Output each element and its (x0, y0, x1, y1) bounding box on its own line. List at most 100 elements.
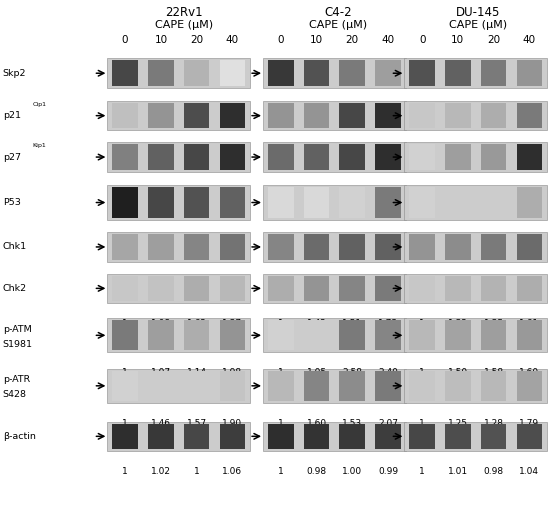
Bar (112, 187, 138, 218)
Bar (112, 234, 138, 260)
Text: Cip1: Cip1 (32, 102, 46, 107)
Text: 0.56: 0.56 (342, 104, 362, 113)
Text: 1: 1 (419, 235, 425, 244)
Bar (304, 103, 329, 128)
Bar (409, 60, 435, 86)
Text: S1981: S1981 (3, 340, 33, 349)
Text: 40: 40 (523, 35, 536, 45)
Text: 1: 1 (278, 467, 284, 476)
Bar (375, 187, 401, 218)
FancyBboxPatch shape (107, 142, 250, 172)
Text: 1: 1 (419, 277, 425, 286)
Bar (445, 424, 471, 449)
Text: 10: 10 (310, 35, 323, 45)
FancyBboxPatch shape (263, 142, 406, 172)
Text: 1.62: 1.62 (519, 235, 540, 244)
Bar (339, 424, 365, 449)
Bar (409, 371, 435, 401)
Bar (184, 103, 210, 128)
Text: 1.73: 1.73 (378, 319, 398, 328)
Bar (481, 276, 507, 301)
Bar (219, 60, 245, 86)
Text: 1: 1 (419, 467, 425, 476)
Text: 1.01: 1.01 (448, 467, 468, 476)
Text: 1: 1 (419, 319, 425, 328)
Bar (148, 60, 174, 86)
Bar (148, 371, 174, 401)
Bar (304, 276, 329, 301)
Bar (445, 60, 471, 86)
Text: Chk1: Chk1 (3, 242, 27, 251)
Bar (339, 371, 365, 401)
Bar (184, 187, 210, 218)
Text: 0.72: 0.72 (151, 104, 171, 113)
Text: 1.09: 1.09 (342, 235, 362, 244)
Text: 20: 20 (346, 35, 359, 45)
Text: 1: 1 (278, 104, 284, 113)
FancyBboxPatch shape (404, 318, 547, 352)
Bar (375, 234, 401, 260)
Bar (339, 60, 365, 86)
Bar (219, 371, 245, 401)
Text: 0: 0 (419, 35, 425, 45)
Text: 40: 40 (226, 35, 239, 45)
Bar (112, 60, 138, 86)
Text: 1.00: 1.00 (342, 467, 362, 476)
Text: 11.26: 11.26 (516, 187, 542, 196)
Text: 1.53: 1.53 (342, 419, 362, 428)
Text: 0.18: 0.18 (222, 104, 243, 113)
Bar (304, 60, 329, 86)
FancyBboxPatch shape (404, 142, 547, 172)
Text: 1.90: 1.90 (222, 419, 243, 428)
Text: 0.99: 0.99 (378, 467, 398, 476)
Bar (268, 424, 294, 449)
Text: 1.06: 1.06 (222, 467, 243, 476)
Bar (445, 320, 471, 350)
Bar (409, 144, 435, 170)
Bar (516, 187, 542, 218)
Bar (184, 144, 210, 170)
Text: 1.04: 1.04 (519, 467, 540, 476)
Bar (409, 234, 435, 260)
Bar (339, 276, 365, 301)
Text: 1.14: 1.14 (186, 368, 207, 377)
Text: 2.58: 2.58 (342, 368, 362, 377)
Bar (409, 187, 435, 218)
Text: 1: 1 (419, 146, 425, 155)
Text: p-ATM: p-ATM (3, 325, 31, 334)
Text: 0.96: 0.96 (306, 146, 327, 155)
Text: 1: 1 (278, 368, 284, 377)
FancyBboxPatch shape (404, 422, 547, 451)
Bar (409, 320, 435, 350)
Bar (409, 424, 435, 449)
Text: 1.98: 1.98 (222, 368, 243, 377)
Bar (375, 60, 401, 86)
Bar (268, 187, 294, 218)
Text: 0.33: 0.33 (378, 104, 398, 113)
Bar (375, 320, 401, 350)
Text: 1: 1 (122, 235, 128, 244)
Text: 1.25: 1.25 (448, 419, 468, 428)
Text: 2.40: 2.40 (378, 368, 398, 377)
Text: 40: 40 (382, 35, 394, 45)
Bar (409, 103, 435, 128)
Bar (339, 144, 365, 170)
Bar (481, 320, 507, 350)
Bar (268, 276, 294, 301)
Text: 1.46: 1.46 (151, 419, 171, 428)
Text: 2.55: 2.55 (448, 187, 468, 196)
Text: 2.08: 2.08 (186, 146, 207, 155)
Text: 2.83: 2.83 (342, 146, 362, 155)
Text: 1: 1 (122, 319, 128, 328)
Text: 1.08: 1.08 (151, 319, 171, 328)
Text: 1: 1 (419, 419, 425, 428)
FancyBboxPatch shape (263, 318, 406, 352)
Text: Chk2: Chk2 (3, 284, 27, 293)
Bar (516, 276, 542, 301)
Bar (112, 103, 138, 128)
Text: 0.45: 0.45 (519, 104, 540, 113)
Text: 1: 1 (419, 104, 425, 113)
Text: 1.12: 1.12 (151, 277, 171, 286)
Bar (219, 320, 245, 350)
Text: 0.98: 0.98 (306, 467, 327, 476)
